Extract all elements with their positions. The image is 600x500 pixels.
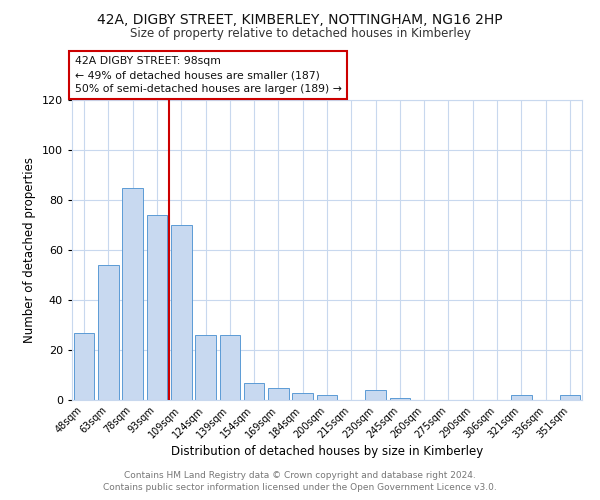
X-axis label: Distribution of detached houses by size in Kimberley: Distribution of detached houses by size … xyxy=(171,446,483,458)
Bar xyxy=(74,332,94,400)
Bar xyxy=(317,395,337,400)
Bar xyxy=(98,265,119,400)
Bar xyxy=(292,392,313,400)
Bar xyxy=(122,188,143,400)
Y-axis label: Number of detached properties: Number of detached properties xyxy=(23,157,36,343)
Text: Size of property relative to detached houses in Kimberley: Size of property relative to detached ho… xyxy=(130,28,470,40)
Text: 42A, DIGBY STREET, KIMBERLEY, NOTTINGHAM, NG16 2HP: 42A, DIGBY STREET, KIMBERLEY, NOTTINGHAM… xyxy=(97,12,503,26)
Bar xyxy=(511,395,532,400)
Bar xyxy=(195,335,216,400)
Bar xyxy=(389,398,410,400)
Bar xyxy=(146,215,167,400)
Text: Contains HM Land Registry data © Crown copyright and database right 2024.: Contains HM Land Registry data © Crown c… xyxy=(124,471,476,480)
Bar xyxy=(171,225,191,400)
Bar xyxy=(220,335,240,400)
Bar xyxy=(268,388,289,400)
Text: Contains public sector information licensed under the Open Government Licence v3: Contains public sector information licen… xyxy=(103,484,497,492)
Text: 42A DIGBY STREET: 98sqm
← 49% of detached houses are smaller (187)
50% of semi-d: 42A DIGBY STREET: 98sqm ← 49% of detache… xyxy=(74,56,341,94)
Bar xyxy=(560,395,580,400)
Bar xyxy=(244,382,265,400)
Bar xyxy=(365,390,386,400)
